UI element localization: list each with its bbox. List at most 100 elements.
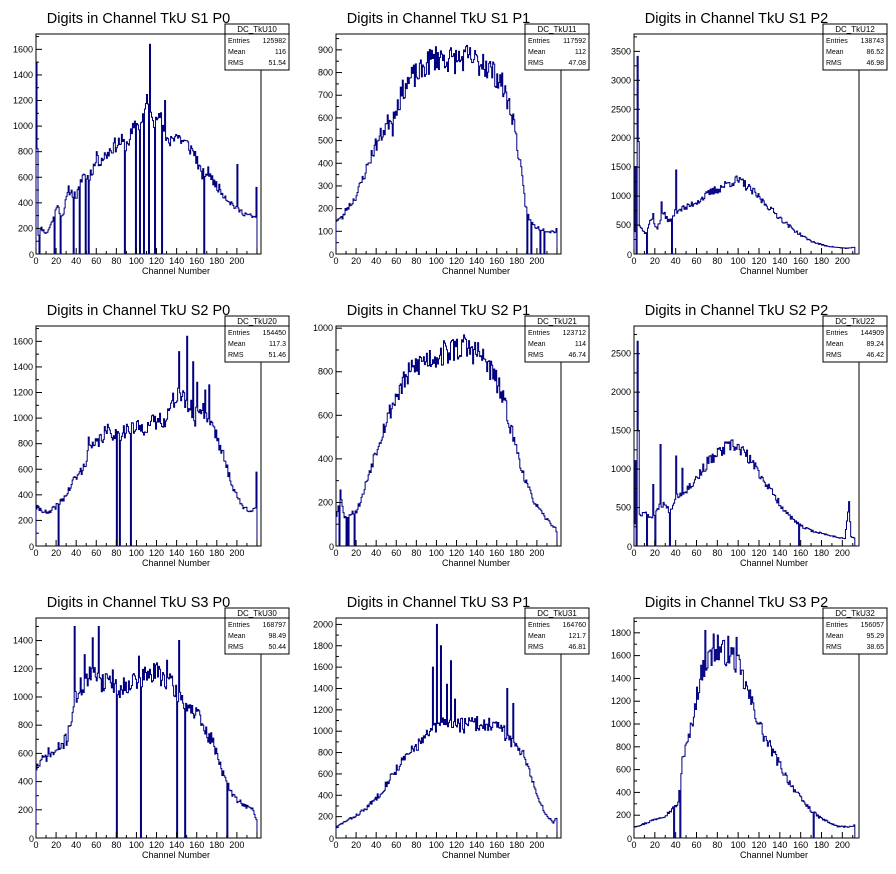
x-tick-label: 200 (835, 840, 850, 850)
y-tick-label: 1200 (611, 696, 631, 706)
x-tick-label: 200 (835, 548, 850, 558)
stats-value: 168797 (263, 622, 286, 629)
y-tick-label: 0 (29, 834, 34, 844)
stats-value: 154450 (263, 330, 286, 337)
stats-value: 95.29 (866, 633, 884, 640)
x-tick-label: 100 (429, 840, 444, 850)
stats-key: RMS (826, 60, 842, 67)
x-tick-label: 120 (751, 548, 766, 558)
x-tick-label: 20 (650, 840, 660, 850)
y-tick-label: 3500 (611, 46, 631, 56)
x-tick-label: 120 (751, 840, 766, 850)
x-tick-label: 120 (449, 256, 464, 266)
x-tick-label: 80 (111, 256, 121, 266)
x-tick-label: 120 (751, 256, 766, 266)
stats-key: Entries (228, 330, 250, 337)
y-tick-label: 400 (18, 198, 33, 208)
stats-title: DC_TkU32 (835, 609, 875, 618)
stats-value: 46.98 (866, 60, 884, 67)
y-tick-label: 1000 (313, 323, 333, 333)
y-tick-label: 100 (318, 226, 333, 236)
y-tick-label: 800 (318, 68, 333, 78)
x-tick-label: 200 (835, 256, 850, 266)
y-tick-label: 0 (29, 250, 34, 260)
y-tick-label: 800 (616, 742, 631, 752)
x-axis-label: Channel Number (142, 266, 210, 276)
stats-key: Entries (826, 330, 848, 337)
y-tick-label: 1200 (13, 96, 33, 106)
x-tick-label: 120 (449, 548, 464, 558)
x-tick-label: 180 (509, 256, 524, 266)
x-tick-label: 100 (731, 840, 746, 850)
y-tick-label: 2000 (313, 619, 333, 629)
histogram-panel: Digits in Channel TkU S2 P1 0 20 40 60 80 100 1… (313, 303, 590, 568)
x-tick-label: 200 (529, 548, 544, 558)
stats-value: 164760 (563, 622, 586, 629)
y-tick-label: 1000 (13, 413, 33, 423)
y-tick-label: 0 (329, 542, 334, 552)
stats-title: DC_TkU22 (835, 317, 875, 326)
x-tick-label: 160 (489, 548, 504, 558)
x-tick-label: 0 (33, 840, 38, 850)
stats-key: RMS (228, 60, 244, 67)
y-tick-label: 1400 (13, 636, 33, 646)
plot-frame (335, 325, 562, 547)
chart-title: Digits in Channel TkU S3 P0 (47, 595, 231, 611)
y-tick-label: 1400 (611, 673, 631, 683)
stats-box (822, 315, 888, 363)
plot-frame (633, 617, 860, 839)
chart-title: Digits in Channel TkU S3 P1 (347, 595, 531, 611)
stats-value: 138743 (861, 38, 884, 45)
histogram-panel: Digits in Channel TkU S1 P2 0 20 40 60 80 100 1… (611, 11, 888, 276)
stats-box (822, 607, 888, 655)
histogram-line (335, 44, 558, 255)
x-tick-label: 20 (351, 256, 361, 266)
stats-key: Mean (528, 633, 546, 640)
stats-value: 121.7 (568, 633, 586, 640)
stats-title: DC_TkU31 (537, 609, 577, 618)
y-tick-label: 600 (18, 748, 33, 758)
stats-value: 38.65 (866, 644, 884, 651)
y-tick-label: 200 (18, 805, 33, 815)
x-tick-label: 60 (91, 256, 101, 266)
x-tick-label: 100 (731, 548, 746, 558)
y-tick-label: 200 (18, 515, 33, 525)
histogram-line (633, 55, 856, 255)
y-tick-label: 0 (329, 250, 334, 260)
y-tick-label: 800 (18, 147, 33, 157)
y-tick-label: 800 (18, 439, 33, 449)
y-tick-label: 1000 (611, 191, 631, 201)
x-tick-label: 140 (772, 548, 787, 558)
y-tick-label: 900 (318, 45, 333, 55)
stats-key: RMS (528, 352, 544, 359)
x-tick-label: 100 (129, 548, 144, 558)
stats-title: DC_TkU30 (237, 609, 277, 618)
y-tick-label: 1800 (611, 628, 631, 638)
stats-key: Mean (826, 49, 844, 56)
x-tick-label: 120 (149, 548, 164, 558)
x-tick-label: 160 (189, 256, 204, 266)
y-tick-label: 1000 (13, 121, 33, 131)
x-tick-label: 200 (529, 840, 544, 850)
x-tick-label: 0 (333, 256, 338, 266)
y-tick-label: 0 (29, 542, 34, 552)
x-tick-label: 180 (814, 256, 829, 266)
x-tick-label: 0 (333, 840, 338, 850)
stats-key: Mean (528, 341, 546, 348)
x-axis-label: Channel Number (740, 266, 808, 276)
y-tick-label: 500 (318, 136, 333, 146)
stats-title: DC_TkU21 (537, 317, 577, 326)
x-tick-label: 160 (489, 840, 504, 850)
y-tick-label: 1200 (13, 388, 33, 398)
y-tick-label: 1000 (611, 719, 631, 729)
x-tick-label: 60 (391, 840, 401, 850)
y-tick-label: 2000 (611, 133, 631, 143)
stats-box (524, 315, 590, 363)
chart-title: Digits in Channel TkU S1 P2 (645, 11, 829, 27)
y-tick-label: 400 (318, 790, 333, 800)
chart-title: Digits in Channel TkU S2 P1 (347, 303, 531, 319)
x-tick-label: 60 (691, 256, 701, 266)
y-tick-label: 700 (318, 90, 333, 100)
x-tick-label: 40 (671, 840, 681, 850)
y-tick-label: 200 (318, 204, 333, 214)
